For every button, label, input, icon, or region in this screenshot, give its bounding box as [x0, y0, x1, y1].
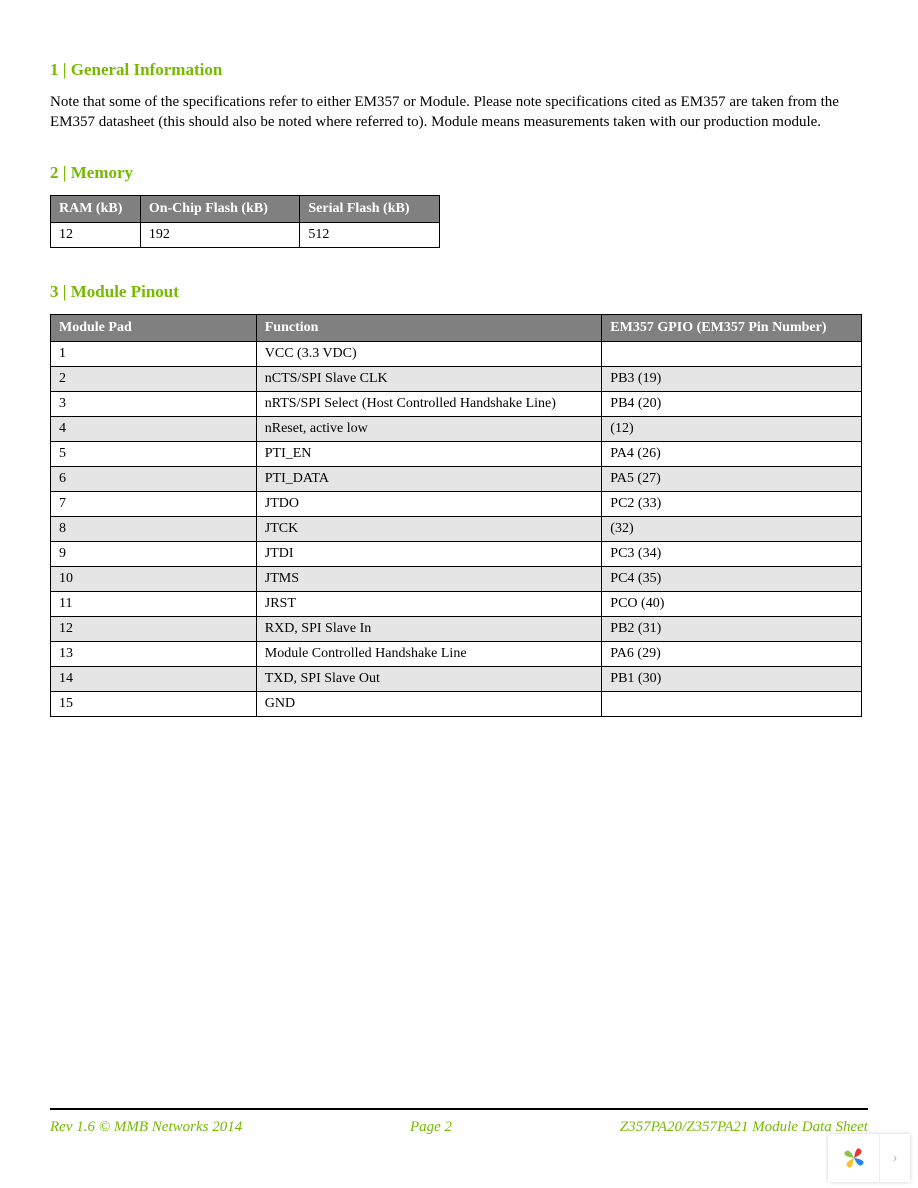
- table-row: 4nReset, active low(12): [51, 416, 862, 441]
- table-row: 1VCC (3.3 VDC): [51, 341, 862, 366]
- section-1-paragraph: Note that some of the specifications ref…: [50, 92, 868, 133]
- table-cell: 512: [300, 222, 440, 247]
- table-cell: PC4 (35): [602, 566, 862, 591]
- table-cell: 13: [51, 641, 257, 666]
- table-cell: GND: [256, 691, 602, 716]
- table-row: 15GND: [51, 691, 862, 716]
- table-cell: 3: [51, 391, 257, 416]
- table-cell: 1: [51, 341, 257, 366]
- table-cell: [602, 341, 862, 366]
- pinout-col-function: Function: [256, 314, 602, 341]
- table-row: 9JTDIPC3 (34): [51, 541, 862, 566]
- table-cell: nCTS/SPI Slave CLK: [256, 366, 602, 391]
- table-cell: RXD, SPI Slave In: [256, 616, 602, 641]
- table-cell: PB2 (31): [602, 616, 862, 641]
- table-row: 11JRSTPCO (40): [51, 591, 862, 616]
- table-cell: 11: [51, 591, 257, 616]
- table-cell: TXD, SPI Slave Out: [256, 666, 602, 691]
- table-cell: 4: [51, 416, 257, 441]
- pinout-table: Module Pad Function EM357 GPIO (EM357 Pi…: [50, 314, 862, 717]
- pinout-col-gpio: EM357 GPIO (EM357 Pin Number): [602, 314, 862, 341]
- section-2-heading: 2 | Memory: [50, 163, 868, 183]
- table-cell: PC3 (34): [602, 541, 862, 566]
- table-cell: 8: [51, 516, 257, 541]
- table-cell: PA4 (26): [602, 441, 862, 466]
- table-cell: PC2 (33): [602, 491, 862, 516]
- section-3-heading: 3 | Module Pinout: [50, 282, 868, 302]
- table-row: 7JTDOPC2 (33): [51, 491, 862, 516]
- table-cell: 2: [51, 366, 257, 391]
- table-cell: Module Controlled Handshake Line: [256, 641, 602, 666]
- table-cell: 192: [140, 222, 300, 247]
- footer-left: Rev 1.6 © MMB Networks 2014: [50, 1119, 242, 1136]
- table-cell: [602, 691, 862, 716]
- table-cell: PB1 (30): [602, 666, 862, 691]
- footer-center: Page 2: [410, 1119, 452, 1136]
- page-footer: Rev 1.6 © MMB Networks 2014 Page 2 Z357P…: [50, 1119, 868, 1136]
- table-row: 14TXD, SPI Slave OutPB1 (30): [51, 666, 862, 691]
- table-cell: JTCK: [256, 516, 602, 541]
- table-row: 13Module Controlled Handshake LinePA6 (2…: [51, 641, 862, 666]
- table-cell: VCC (3.3 VDC): [256, 341, 602, 366]
- table-cell: 5: [51, 441, 257, 466]
- table-cell: JTMS: [256, 566, 602, 591]
- table-cell: (12): [602, 416, 862, 441]
- section-1-heading: 1 | General Information: [50, 60, 868, 80]
- table-row: 5PTI_ENPA4 (26): [51, 441, 862, 466]
- table-cell: JTDI: [256, 541, 602, 566]
- memory-col-serial: Serial Flash (kB): [300, 195, 440, 222]
- table-row: 12RXD, SPI Slave InPB2 (31): [51, 616, 862, 641]
- table-cell: PB3 (19): [602, 366, 862, 391]
- table-cell: PB4 (20): [602, 391, 862, 416]
- helper-widget[interactable]: ›: [828, 1134, 910, 1182]
- table-row: 12 192 512: [51, 222, 440, 247]
- table-row: 3nRTS/SPI Select (Host Controlled Handsh…: [51, 391, 862, 416]
- memory-table: RAM (kB) On-Chip Flash (kB) Serial Flash…: [50, 195, 440, 248]
- table-cell: 14: [51, 666, 257, 691]
- table-cell: JTDO: [256, 491, 602, 516]
- table-row: 2nCTS/SPI Slave CLKPB3 (19): [51, 366, 862, 391]
- table-cell: (32): [602, 516, 862, 541]
- table-header-row: RAM (kB) On-Chip Flash (kB) Serial Flash…: [51, 195, 440, 222]
- table-cell: nRTS/SPI Select (Host Controlled Handsha…: [256, 391, 602, 416]
- memory-col-onchip: On-Chip Flash (kB): [140, 195, 300, 222]
- table-cell: 9: [51, 541, 257, 566]
- table-cell: PCO (40): [602, 591, 862, 616]
- table-cell: 7: [51, 491, 257, 516]
- pinout-col-pad: Module Pad: [51, 314, 257, 341]
- table-row: 8JTCK(32): [51, 516, 862, 541]
- footer-rule: [50, 1108, 868, 1110]
- table-cell: 6: [51, 466, 257, 491]
- table-header-row: Module Pad Function EM357 GPIO (EM357 Pi…: [51, 314, 862, 341]
- table-row: 6PTI_DATAPA5 (27): [51, 466, 862, 491]
- table-cell: nReset, active low: [256, 416, 602, 441]
- document-page: 1 | General Information Note that some o…: [0, 0, 918, 717]
- table-cell: 12: [51, 616, 257, 641]
- table-cell: PTI_DATA: [256, 466, 602, 491]
- table-cell: PTI_EN: [256, 441, 602, 466]
- table-cell: JRST: [256, 591, 602, 616]
- table-cell: 15: [51, 691, 257, 716]
- table-cell: PA6 (29): [602, 641, 862, 666]
- table-cell: PA5 (27): [602, 466, 862, 491]
- widget-logo-icon[interactable]: [828, 1134, 880, 1182]
- table-cell: 12: [51, 222, 141, 247]
- chevron-right-icon[interactable]: ›: [880, 1134, 910, 1182]
- table-cell: 10: [51, 566, 257, 591]
- table-row: 10JTMSPC4 (35): [51, 566, 862, 591]
- memory-col-ram: RAM (kB): [51, 195, 141, 222]
